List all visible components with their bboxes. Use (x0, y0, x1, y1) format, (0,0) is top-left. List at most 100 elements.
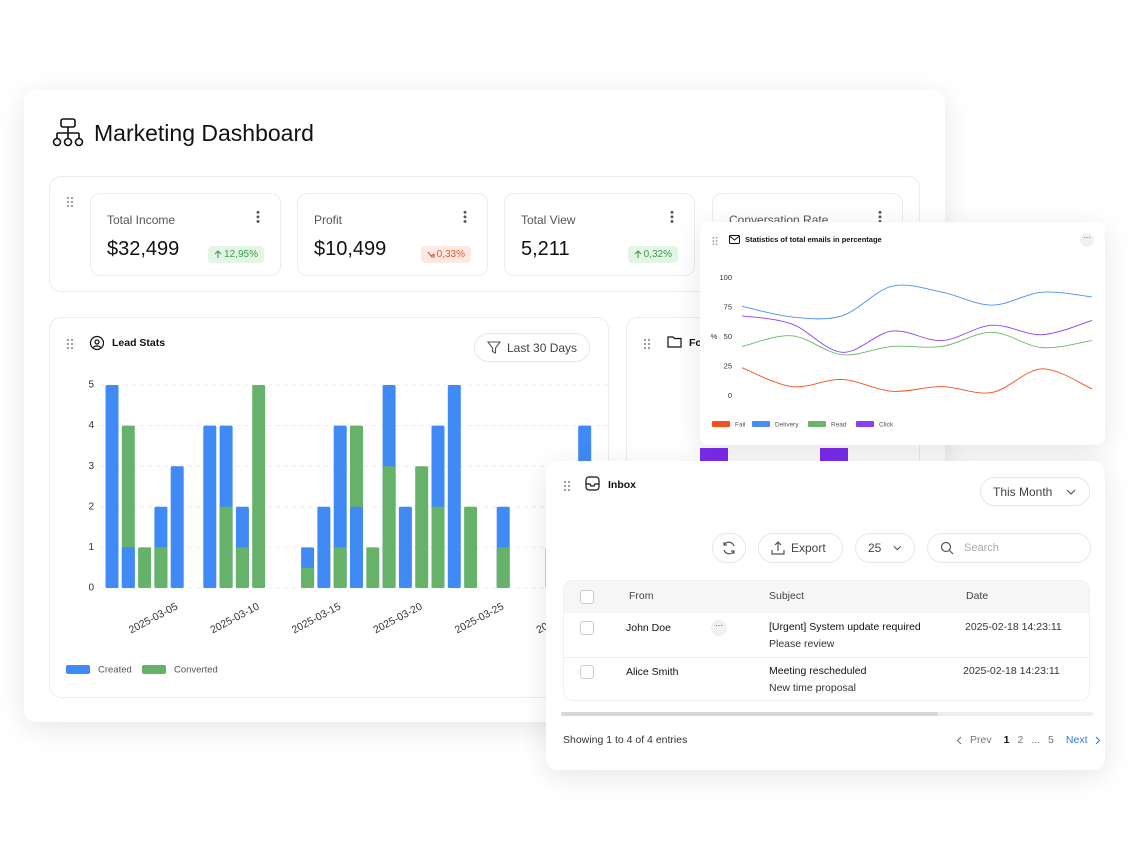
inbox-card: Inbox This Month Export 25 Search From Su… (546, 461, 1105, 770)
prev-button[interactable]: Prev (970, 734, 992, 746)
y-tick-label: 4 (88, 420, 94, 431)
select-all-checkbox[interactable] (580, 590, 594, 604)
y-tick-label: 2 (88, 501, 94, 512)
kpi-label: Total View (521, 213, 576, 227)
y-tick-label: 0 (728, 391, 732, 400)
bar (415, 466, 429, 588)
kpi-menu[interactable] (670, 210, 674, 224)
kpi-change: 12,95% (208, 246, 264, 263)
refresh-button[interactable] (712, 533, 746, 563)
y-tick-label: 3 (88, 461, 94, 472)
y-tick-label: 1 (88, 542, 94, 553)
chart-title: Statistics of total emails in percentage (745, 235, 882, 244)
email-chart: Statistics of total emails in percentage… (711, 235, 1093, 429)
column-header: Subject (769, 590, 805, 602)
drag-handle[interactable] (66, 196, 74, 208)
bar (350, 506, 363, 588)
x-tick-label: 2025-03-05 (127, 600, 180, 636)
drag-handle[interactable] (563, 480, 571, 492)
legend-label: Read (831, 422, 847, 429)
legend-swatch (856, 421, 874, 427)
y-tick-label: 100 (719, 273, 732, 282)
chevron (956, 736, 962, 744)
next-button[interactable]: Next (1065, 734, 1088, 746)
line-series (741, 284, 1093, 320)
kpi-value: 5,211 (521, 238, 570, 260)
kpi-card: Total View 5,211 0,32% (504, 193, 695, 276)
bar (252, 385, 266, 588)
kpi-card: Profit $10,499 0,33% (297, 193, 488, 276)
bar (366, 547, 380, 588)
refresh-icon (723, 541, 735, 555)
preview-cell: New time proposal (769, 682, 856, 694)
row-checkbox[interactable] (580, 665, 594, 679)
bar (154, 547, 168, 588)
period-label: This Month (993, 484, 1053, 499)
chevron (893, 545, 902, 551)
change-text: 0,32% (643, 249, 672, 260)
bar (301, 567, 315, 588)
folder-icon (667, 336, 682, 348)
period-select[interactable]: This Month (980, 477, 1090, 506)
panel-title: Lead Stats (112, 337, 166, 349)
bar (398, 506, 412, 588)
bar (496, 547, 510, 588)
page-button[interactable]: ... (1031, 734, 1041, 746)
column-header: From (629, 590, 654, 602)
lead-stats-panel: Lead Stats Last 30 Days 0 1 2 3 4 5 2025-03-05… (49, 317, 609, 698)
kpi-menu[interactable] (878, 210, 882, 224)
filter-icon (487, 340, 501, 354)
page-button[interactable]: 2 (1017, 734, 1024, 746)
search-input[interactable]: Search (927, 533, 1091, 563)
bar (203, 425, 217, 588)
bar (333, 547, 347, 588)
line-series (741, 367, 1093, 394)
chevron (1066, 489, 1076, 495)
kpi-menu[interactable] (463, 210, 467, 224)
page-button[interactable]: 1 (1003, 734, 1010, 746)
bar (447, 385, 461, 588)
inbox-table: From Subject Date John Doe ··· [Urgent] Syste… (563, 580, 1090, 701)
legend-label: Created (98, 665, 132, 676)
kpi-label: Total Income (107, 213, 176, 227)
subject-cell: Meeting rescheduled (769, 665, 867, 677)
more-button[interactable]: ··· (1080, 233, 1094, 247)
scrollbar-thumb[interactable] (561, 712, 938, 716)
legend-label: Converted (174, 665, 218, 676)
y-tick-label: 5 (88, 380, 94, 391)
trend-icon (634, 250, 642, 259)
drag-handle[interactable] (711, 236, 719, 246)
inbox-icon (585, 476, 600, 491)
page-button[interactable]: 5 (1048, 734, 1054, 746)
bar (170, 466, 184, 588)
bar (138, 547, 152, 588)
date-filter[interactable]: Last 30 Days (474, 333, 591, 362)
y-tick-label: 75 (724, 302, 732, 311)
trend-icon (427, 250, 435, 259)
kpi-menu[interactable] (256, 210, 260, 224)
filter-label: Last 30 Days (507, 340, 578, 355)
page-size-select[interactable]: 25 (855, 533, 915, 563)
row-menu[interactable]: ··· (711, 620, 727, 636)
x-tick-label: 2025-03-25 (453, 600, 506, 636)
drag-handle[interactable] (66, 338, 74, 350)
preview-cell: Please review (769, 638, 835, 650)
export-label: Export (791, 541, 826, 555)
pagination: Prev 1 2... 5 Next (956, 734, 1101, 746)
legend-label: Click (879, 422, 894, 429)
bar (235, 547, 249, 588)
drag-handle[interactable] (643, 338, 651, 350)
search-placeholder: Search (964, 542, 999, 554)
legend-swatch (712, 421, 730, 427)
kpi-change: 0,33% (420, 246, 471, 263)
lead-icon (89, 335, 105, 351)
legend-swatch (142, 665, 166, 674)
page-size: 25 (868, 541, 882, 555)
bar (121, 547, 135, 588)
export-button[interactable]: Export (758, 533, 843, 563)
legend-swatch (752, 421, 770, 427)
next-icon (1095, 736, 1101, 745)
row-checkbox[interactable] (580, 621, 594, 635)
trend-icon (214, 250, 222, 259)
